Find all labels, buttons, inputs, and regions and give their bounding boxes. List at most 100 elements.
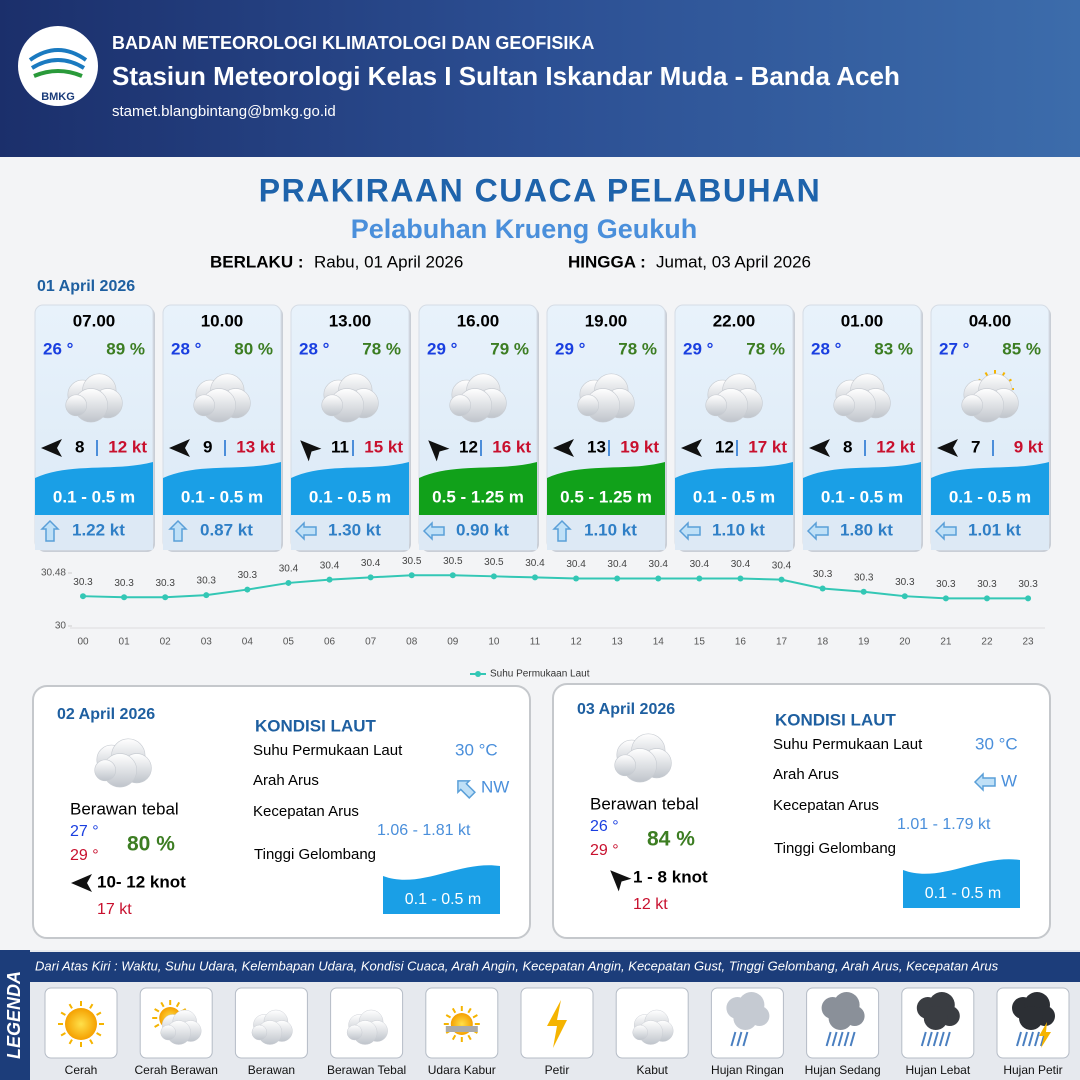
x-tick-label: 08 bbox=[406, 637, 418, 648]
point bbox=[860, 588, 867, 595]
humidity: 84 % bbox=[647, 828, 695, 851]
subtitle: Pelabuhan Krueng Geukuh bbox=[351, 214, 698, 244]
value-label: 30.4 bbox=[772, 560, 792, 571]
current-direction: NW bbox=[481, 777, 509, 796]
air-temp: 27 ° bbox=[939, 339, 970, 358]
wave-height: 0.1 - 0.5 m bbox=[949, 487, 1031, 506]
humidity: 78 % bbox=[618, 339, 657, 358]
wave-height: 0.1 - 0.5 m bbox=[53, 487, 135, 506]
wave-height: 0.1 - 0.5 m bbox=[309, 487, 391, 506]
x-tick-label: 10 bbox=[488, 637, 500, 648]
gust-speed: 15 kt bbox=[364, 437, 403, 456]
legend-label: Hujan Lebat bbox=[905, 1063, 970, 1077]
value-label: 30.5 bbox=[484, 557, 504, 568]
cloud-icon bbox=[577, 373, 635, 423]
rain bbox=[825, 1031, 832, 1047]
time: 13.00 bbox=[329, 311, 372, 330]
x-tick-label: 15 bbox=[694, 637, 706, 648]
humidity: 80 % bbox=[127, 833, 175, 856]
humidity: 85 % bbox=[1002, 339, 1041, 358]
gust-speed: 13 kt bbox=[236, 437, 275, 456]
from-date: Rabu, 01 April 2026 bbox=[314, 252, 463, 271]
value-label: 30.4 bbox=[279, 564, 299, 575]
point bbox=[203, 592, 210, 599]
rain bbox=[843, 1031, 850, 1047]
humidity: 80 % bbox=[234, 339, 273, 358]
cloud-icon bbox=[961, 373, 1019, 423]
bolt bbox=[547, 1000, 567, 1048]
point bbox=[490, 573, 497, 580]
current-arrow bbox=[422, 521, 445, 541]
label: Kecepatan Arus bbox=[253, 803, 359, 820]
day-date: 02 April 2026 bbox=[57, 706, 155, 723]
x-tick-label: 20 bbox=[899, 637, 911, 648]
value-label: 30.3 bbox=[813, 569, 833, 580]
wind-speed: 12 bbox=[459, 437, 478, 456]
air-temp: 28 ° bbox=[171, 339, 202, 358]
legend-label: Berawan Tebal bbox=[327, 1063, 406, 1077]
line bbox=[82, 574, 1029, 600]
cloud-icon bbox=[65, 373, 123, 423]
sun-ray bbox=[89, 1003, 94, 1009]
time: 19.00 bbox=[585, 311, 628, 330]
point bbox=[819, 585, 826, 592]
rain bbox=[742, 1031, 749, 1047]
current-arrow bbox=[457, 780, 476, 799]
current-arrow bbox=[552, 519, 572, 542]
wave-height: 0.1 - 0.5 m bbox=[693, 487, 775, 506]
rain bbox=[926, 1031, 933, 1047]
humidity: 79 % bbox=[490, 339, 529, 358]
wind-speed: 11 bbox=[331, 437, 349, 456]
time: 07.00 bbox=[73, 311, 116, 330]
label: Suhu Permukaan Laut bbox=[773, 736, 923, 753]
panel bbox=[32, 685, 531, 939]
cloud-part bbox=[160, 1024, 176, 1041]
air-temp: 29 ° bbox=[70, 847, 99, 864]
value-label: 30.4 bbox=[361, 558, 381, 569]
rain bbox=[1022, 1031, 1028, 1047]
cloud-icon bbox=[346, 1009, 388, 1045]
x-tick-label: 12 bbox=[571, 637, 583, 648]
humidity: 83 % bbox=[874, 339, 913, 358]
value-label: 30.3 bbox=[936, 579, 956, 590]
air-temp: 26 ° bbox=[590, 818, 619, 835]
wave-area bbox=[291, 462, 409, 515]
label: Arah Arus bbox=[253, 772, 319, 789]
legend-description: Dari Atas Kiri : Waktu, Suhu Udara, Kele… bbox=[35, 958, 999, 973]
wind-arrow bbox=[610, 870, 632, 892]
current-arrow bbox=[806, 521, 829, 541]
value-label: 30.4 bbox=[525, 558, 545, 569]
gust-speed: 16 kt bbox=[492, 437, 531, 456]
x-tick-label: 14 bbox=[653, 637, 665, 648]
rain bbox=[736, 1031, 743, 1047]
cloud-icon bbox=[94, 738, 152, 788]
value-label: 30.3 bbox=[977, 579, 997, 590]
legend-title: LEGENDA bbox=[4, 971, 24, 1059]
point bbox=[942, 595, 949, 602]
wind-speed: 8 bbox=[75, 437, 84, 456]
legend-bar bbox=[30, 952, 1080, 982]
point bbox=[696, 575, 703, 582]
point bbox=[326, 576, 333, 583]
legend-label: Cerah bbox=[65, 1063, 98, 1077]
value-label: 30.3 bbox=[114, 578, 134, 589]
legend-label: Petir bbox=[545, 1063, 570, 1077]
time: 10.00 bbox=[201, 311, 244, 330]
logo bbox=[18, 26, 98, 106]
org-name: BADAN METEOROLOGI KLIMATOLOGI DAN GEOFIS… bbox=[112, 33, 594, 53]
x-tick-label: 04 bbox=[242, 637, 254, 648]
cloud-part bbox=[705, 394, 728, 417]
current-arrow bbox=[934, 521, 957, 541]
sun-ray bbox=[60, 1032, 66, 1037]
point bbox=[655, 575, 662, 582]
legend-label: Udara Kabur bbox=[428, 1063, 496, 1077]
value-label: 30.3 bbox=[155, 578, 175, 589]
current-arrow bbox=[678, 521, 701, 541]
value-label: 30.3 bbox=[854, 572, 874, 583]
cloud-icon bbox=[321, 373, 379, 423]
cloud-icon bbox=[449, 373, 507, 423]
rain bbox=[1016, 1031, 1022, 1047]
point bbox=[531, 574, 538, 581]
x-tick-label: 09 bbox=[447, 637, 459, 648]
